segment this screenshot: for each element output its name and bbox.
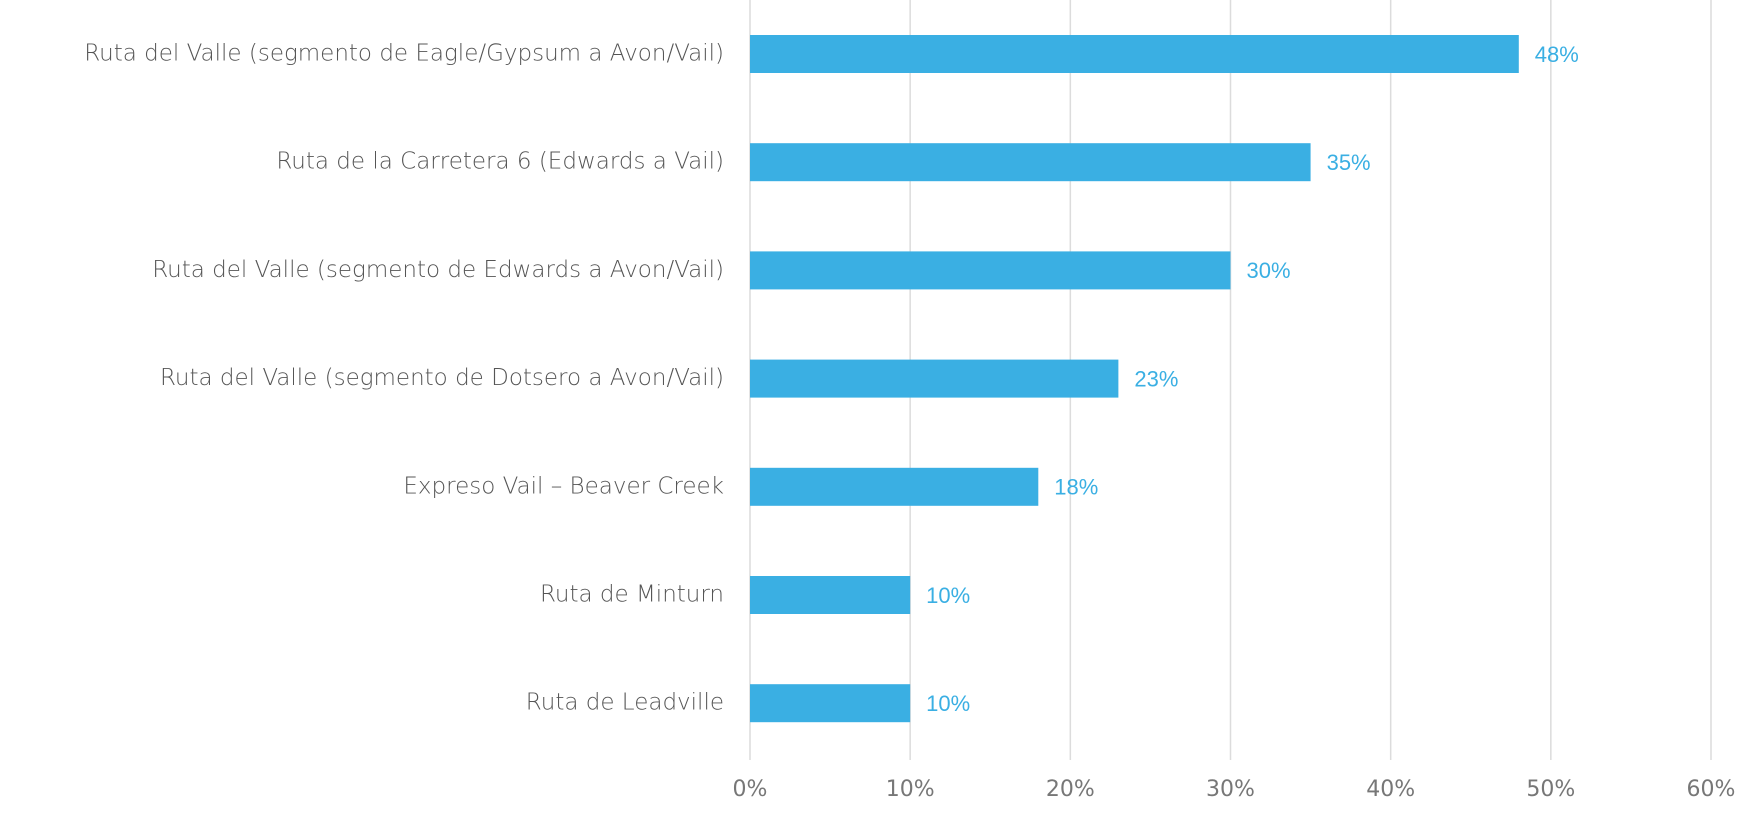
x-tick-label: 50% — [1526, 777, 1575, 802]
x-tick-label: 20% — [1046, 777, 1095, 802]
data-label: 48% — [1535, 42, 1579, 67]
data-label: 10% — [926, 583, 970, 608]
data-label: 10% — [926, 691, 970, 716]
x-tick-label: 0% — [733, 777, 768, 802]
bar — [750, 467, 1039, 506]
data-label: 30% — [1247, 258, 1291, 283]
x-tick-label: 60% — [1687, 777, 1736, 802]
x-tick-label: 30% — [1206, 777, 1255, 802]
category-label: Ruta de Minturn — [540, 582, 724, 608]
category-label: Ruta del Valle (segmento de Dotsero a Av… — [160, 365, 724, 391]
category-label: Ruta del Valle (segmento de Edwards a Av… — [152, 257, 724, 283]
bar — [750, 684, 911, 723]
data-label: 35% — [1327, 150, 1371, 175]
category-label: Ruta del Valle (segmento de Eagle/Gypsum… — [84, 41, 724, 67]
bar — [750, 576, 911, 614]
bar — [750, 143, 1311, 182]
category-label: Ruta de Leadville — [526, 690, 724, 716]
x-tick-label: 10% — [886, 777, 935, 802]
category-label: Ruta de la Carretera 6 (Edwards a Vail) — [276, 149, 724, 175]
x-tick-label: 40% — [1366, 777, 1415, 802]
data-label: 18% — [1054, 475, 1098, 500]
data-label: 23% — [1134, 366, 1178, 391]
bar — [750, 251, 1231, 290]
category-label: Expreso Vail – Beaver Creek — [403, 473, 724, 499]
bar — [750, 35, 1519, 73]
bar — [750, 359, 1119, 398]
